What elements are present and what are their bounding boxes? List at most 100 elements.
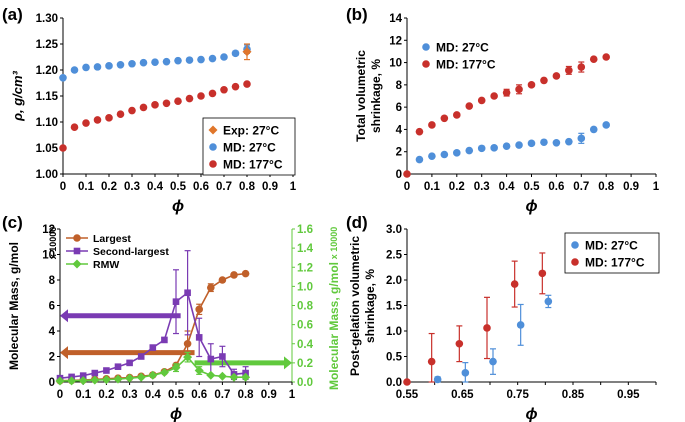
- x-tick-label: 0.75: [506, 389, 529, 401]
- data-point: [82, 119, 90, 127]
- data-point: [116, 61, 125, 69]
- data-point: [185, 56, 194, 64]
- data-point: [82, 63, 90, 72]
- data-point: [453, 149, 461, 157]
- y-tick-label: 1.10: [36, 117, 58, 129]
- data-point: [502, 142, 511, 150]
- x-tick-label: 1: [290, 181, 297, 193]
- data-point: [149, 344, 157, 351]
- x-tick-label: 0.8: [239, 181, 256, 193]
- x-tick-label: 0.6: [193, 181, 209, 193]
- legend-box: [564, 232, 660, 274]
- legend-label: Exp: 27°C: [223, 124, 279, 138]
- x-tick-label: 0.8: [238, 389, 255, 401]
- x-axis-label: ϕ: [170, 406, 182, 422]
- data-point: [70, 66, 79, 74]
- data-point: [151, 101, 159, 109]
- y-multiplier-right: x 10000: [329, 227, 339, 260]
- x-tick-label: 0.2: [449, 181, 465, 193]
- data-point: [126, 359, 133, 367]
- legend-marker: [422, 43, 430, 51]
- x-tick-label: 0.9: [623, 181, 639, 193]
- x-tick-label: 0.4: [145, 389, 162, 401]
- data-point: [139, 103, 148, 112]
- y-axis-label: ρ, g/cm³: [10, 70, 25, 121]
- y-tick-label: 1.4: [297, 243, 314, 255]
- data-point: [183, 352, 193, 362]
- data-point: [197, 92, 205, 100]
- data-point: [403, 170, 411, 178]
- x-tick-label: 0.4: [147, 181, 164, 193]
- panel-label-b: (b): [346, 5, 368, 24]
- data-point: [207, 355, 215, 363]
- data-point: [242, 47, 252, 57]
- x-tick-label: 0.2: [98, 389, 114, 401]
- data-point: [516, 321, 525, 329]
- x-axis-label: ϕ: [525, 406, 537, 422]
- y-tick-label: 14: [389, 13, 402, 25]
- data-point: [220, 85, 228, 94]
- y-tick-label: 0.2: [297, 358, 313, 370]
- x-tick-label: 0.5: [524, 181, 541, 193]
- data-point: [208, 54, 217, 63]
- data-point: [510, 280, 519, 288]
- legend-marker: [208, 125, 218, 135]
- legend-label: Largest: [93, 233, 131, 245]
- data-point: [577, 63, 586, 71]
- y-axis-label: Post-gelation volumetric: [348, 236, 362, 376]
- data-point: [461, 369, 470, 377]
- y-tick-label: 4: [49, 326, 56, 338]
- data-point: [527, 81, 536, 89]
- panel-label-a: (a): [2, 5, 23, 24]
- y-tick-label: 8: [396, 80, 403, 92]
- y-tick-label: 6: [396, 102, 402, 114]
- x-tick-label: 0.55: [396, 389, 419, 401]
- data-point: [128, 106, 136, 115]
- data-point: [477, 144, 486, 153]
- data-point: [195, 334, 203, 341]
- data-point: [220, 53, 228, 61]
- y-axis-label: shrinkage, %: [363, 269, 377, 343]
- legend-label: RMW: [93, 259, 119, 271]
- y-tick-label: 0.0: [386, 377, 402, 389]
- data-point: [91, 369, 99, 377]
- y-tick-label: 2.5: [386, 250, 403, 262]
- data-point: [93, 63, 102, 71]
- legend-label: MD: 177°C: [585, 256, 645, 270]
- data-point: [229, 372, 239, 382]
- legend-label: MD: 27°C: [436, 41, 489, 55]
- annotation-arrowhead: [60, 346, 68, 360]
- y-tick-label: 1.15: [36, 91, 59, 103]
- legend-label: MD: 177°C: [436, 58, 496, 72]
- data-point: [59, 74, 67, 82]
- data-point: [602, 121, 610, 129]
- data-point: [231, 82, 240, 91]
- data-point: [139, 58, 148, 67]
- y-axis-label-right: Molecular Mass, g/mol: [327, 262, 341, 390]
- legend-marker: [422, 60, 430, 68]
- x-axis-label: ϕ: [172, 198, 184, 215]
- annotation-arrowhead: [60, 309, 68, 323]
- data-point: [403, 378, 411, 386]
- x-tick-label: 0.3: [122, 389, 138, 401]
- x-tick-label: 0: [57, 389, 63, 401]
- legend-label: Second-largest: [93, 246, 169, 258]
- y-tick-label: 1.05: [36, 143, 59, 155]
- data-point: [490, 144, 498, 152]
- data-point: [515, 141, 523, 149]
- data-point: [103, 367, 110, 374]
- y-tick-label: 3.0: [386, 224, 402, 236]
- data-point: [241, 269, 250, 278]
- data-point: [128, 59, 136, 68]
- x-axis-label: ϕ: [525, 198, 537, 215]
- x-tick-label: 0.6: [191, 389, 207, 401]
- data-point: [197, 55, 205, 64]
- annotation-arrowhead: [284, 356, 292, 370]
- x-tick-label: 0.9: [261, 389, 277, 401]
- y-tick-label: 1.6: [297, 224, 313, 236]
- data-point: [162, 57, 171, 66]
- data-point: [206, 370, 216, 380]
- legend-marker: [209, 143, 217, 151]
- data-point: [489, 357, 497, 366]
- chart-panel-b: 0 2 4 6 8 10 12 14 0 0.1 0.2 0.3 0.4 0.5 0.6 0.7 0.8 0.9 1…: [354, 13, 660, 215]
